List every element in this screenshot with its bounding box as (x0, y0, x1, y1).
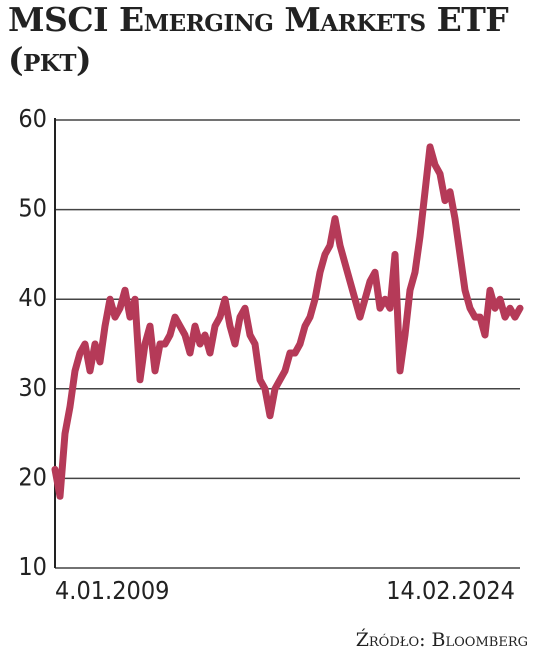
y-tick-label: 10 (18, 552, 47, 581)
y-tick-label: 20 (18, 462, 47, 491)
y-tick-label: 60 (18, 104, 47, 133)
source-note: Źródło: Bloomberg (356, 628, 528, 651)
x-tick-label: 4.01.2009 (55, 576, 169, 605)
chart-title: MSCI Emerging Markets ETF (pkt) (8, 0, 509, 79)
x-tick-label: 14.02.2024 (386, 576, 515, 605)
y-tick-label: 50 (18, 194, 47, 223)
price-line (51, 143, 524, 500)
y-tick-label: 40 (18, 283, 47, 312)
y-tick-label: 30 (18, 373, 47, 402)
